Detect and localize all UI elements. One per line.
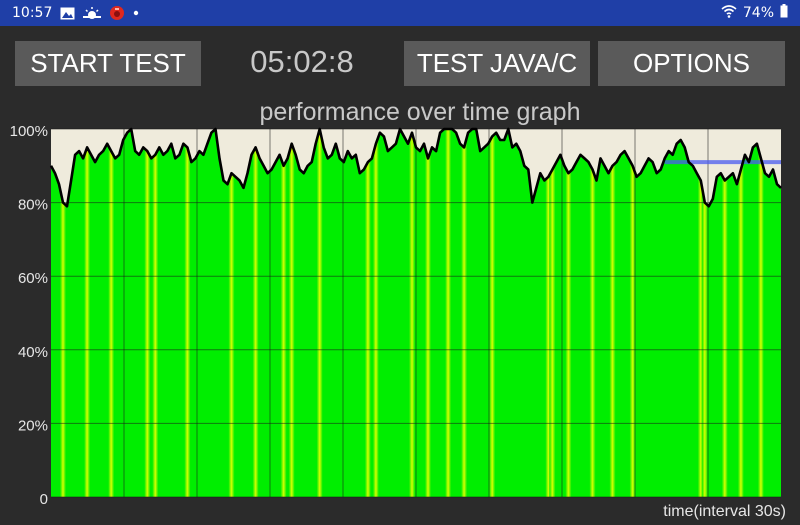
yellow-band <box>461 129 468 497</box>
test-java-c-button[interactable]: TEST JAVA/C <box>404 41 590 86</box>
yellow-band <box>721 129 728 497</box>
x-axis-label: time(interval 30s) <box>663 503 786 520</box>
yellow-band <box>288 129 295 497</box>
battery-percent: 74% <box>742 5 774 21</box>
dot-icon <box>133 10 139 16</box>
gallery-icon <box>60 7 75 20</box>
yellow-band <box>737 129 744 497</box>
yellow-band <box>364 129 371 497</box>
yellow-band <box>184 129 191 497</box>
wifi-icon <box>721 4 737 22</box>
yellow-band <box>372 129 379 497</box>
yellow-band <box>629 129 636 497</box>
y-tick-label: 60% <box>18 270 48 287</box>
yellow-band <box>549 129 556 497</box>
yellow-band <box>697 129 704 497</box>
yellow-band <box>228 129 235 497</box>
yellow-band <box>60 129 66 497</box>
yellow-band <box>565 129 572 497</box>
yellow-band <box>545 129 552 497</box>
performance-line <box>49 127 782 208</box>
chart-title: performance over time graph <box>259 98 581 126</box>
yellow-band <box>609 129 616 497</box>
yellow-band <box>144 129 151 497</box>
y-tick-label: 0 <box>40 491 48 508</box>
yellow-band <box>701 129 708 497</box>
y-tick-label: 80% <box>18 197 48 214</box>
status-time: 10:57 <box>12 5 53 21</box>
battery-icon <box>780 4 788 22</box>
start-test-button[interactable]: START TEST <box>15 41 201 86</box>
yellow-band <box>108 129 115 497</box>
status-bar: 10:57 74% <box>0 0 800 26</box>
yellow-band <box>409 129 415 497</box>
yellow-band <box>280 129 287 497</box>
y-tick-label: 40% <box>18 344 48 361</box>
yellow-band <box>489 129 496 497</box>
yellow-band <box>425 129 431 497</box>
yellow-band <box>757 129 764 497</box>
alert-app-icon <box>109 5 125 21</box>
yellow-band <box>316 129 323 497</box>
weather-icon <box>83 6 102 20</box>
yellow-band <box>445 129 452 497</box>
y-tick-label: 20% <box>18 417 48 434</box>
yellow-band <box>252 129 259 497</box>
yellow-band <box>84 129 91 497</box>
y-tick-label: 100% <box>10 123 48 140</box>
elapsed-timer: 05:02:8 <box>250 44 354 79</box>
yellow-band <box>152 129 159 497</box>
yellow-band <box>589 129 596 497</box>
options-button[interactable]: OPTIONS <box>598 41 785 86</box>
